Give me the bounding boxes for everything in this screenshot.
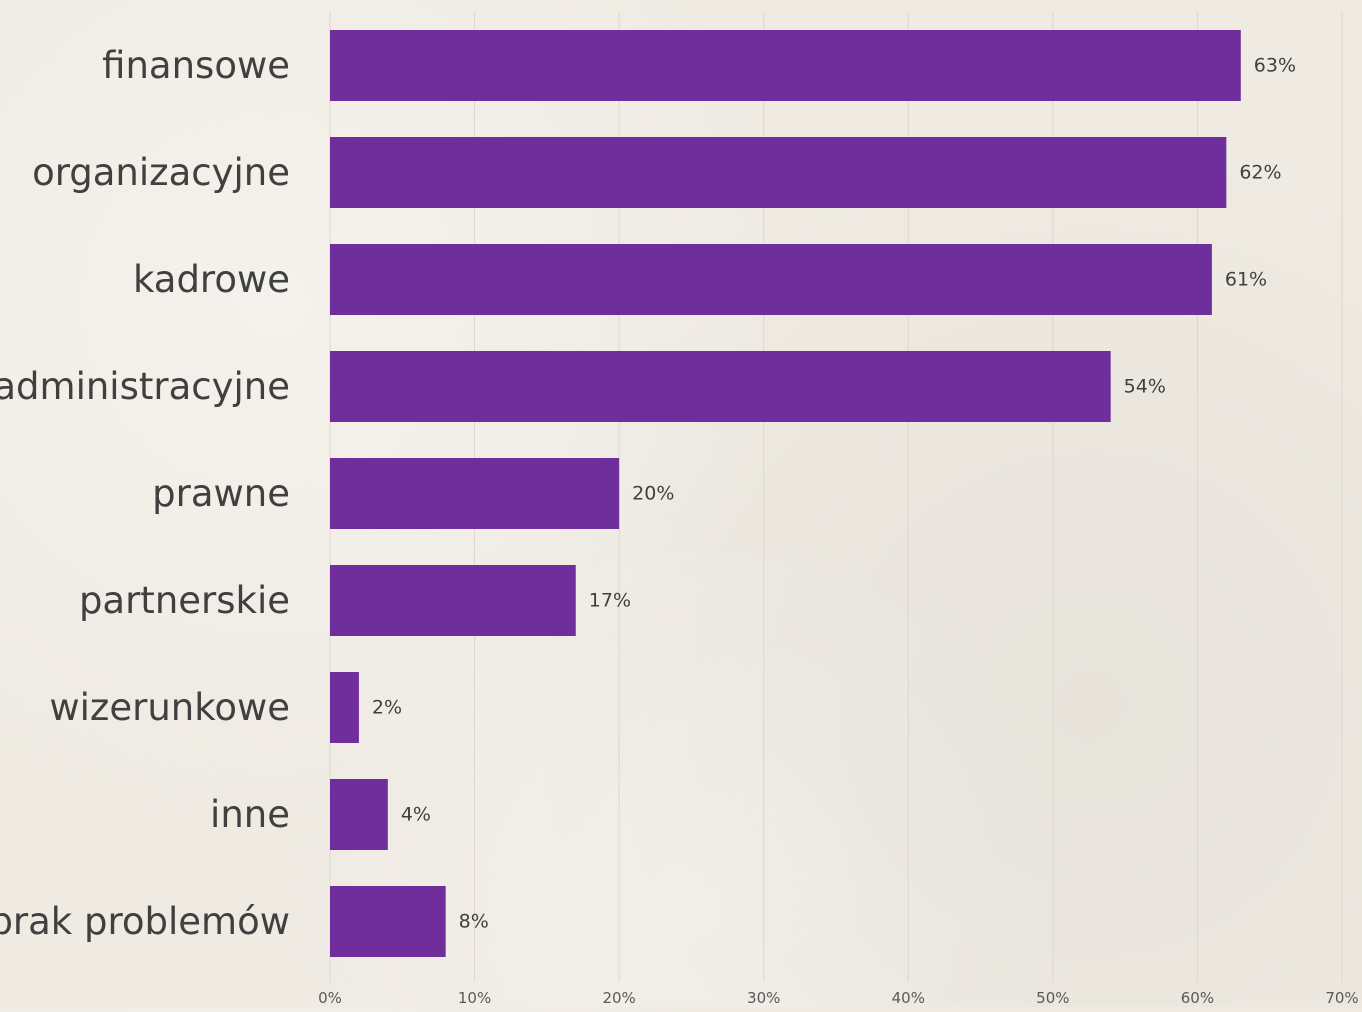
category-label: finansowe xyxy=(102,44,290,87)
category-label: organizacyjne xyxy=(32,151,290,194)
data-label: 2% xyxy=(372,697,402,719)
category-label: partnerskie xyxy=(79,579,290,622)
category-label: kadrowe xyxy=(133,258,290,301)
data-labels: 63% 62% 61% 54% 20% 17% 2% 4% 8% xyxy=(372,55,1296,933)
x-tick-label: 50% xyxy=(1036,989,1069,1007)
category-labels: finansowe organizacyjne kadrowe administrac… xyxy=(0,44,290,943)
x-tick-label: 0% xyxy=(318,989,342,1007)
x-tick-label: 10% xyxy=(458,989,491,1007)
bar xyxy=(330,30,1241,101)
bar xyxy=(330,137,1227,208)
data-label: 62% xyxy=(1239,162,1281,184)
category-label: inne xyxy=(210,793,290,836)
data-label: 17% xyxy=(589,590,631,612)
data-label: 20% xyxy=(632,483,674,505)
x-tick-label: 70% xyxy=(1325,989,1358,1007)
category-label: wizerunkowe xyxy=(49,686,290,729)
data-label: 54% xyxy=(1124,376,1166,398)
bar xyxy=(330,244,1212,315)
bar xyxy=(330,458,620,529)
x-tick-label: 30% xyxy=(747,989,780,1007)
bar xyxy=(330,886,446,957)
data-label: 61% xyxy=(1225,269,1267,291)
data-label: 8% xyxy=(459,911,489,933)
bar xyxy=(330,351,1111,422)
data-label: 4% xyxy=(401,804,431,826)
bar xyxy=(330,565,576,636)
bar xyxy=(330,672,359,743)
x-tick-label: 40% xyxy=(892,989,925,1007)
category-label: administracyjne xyxy=(0,365,290,408)
bar xyxy=(330,779,388,850)
data-label: 63% xyxy=(1254,55,1296,77)
x-tick-label: 20% xyxy=(602,989,635,1007)
category-label: brak problemów xyxy=(0,900,290,943)
x-tick-label: 60% xyxy=(1181,989,1214,1007)
x-axis-tick-labels: 0% 10% 20% 30% 40% 50% 60% 70% xyxy=(318,989,1359,1007)
bars xyxy=(330,30,1241,957)
category-label: prawne xyxy=(152,472,290,515)
